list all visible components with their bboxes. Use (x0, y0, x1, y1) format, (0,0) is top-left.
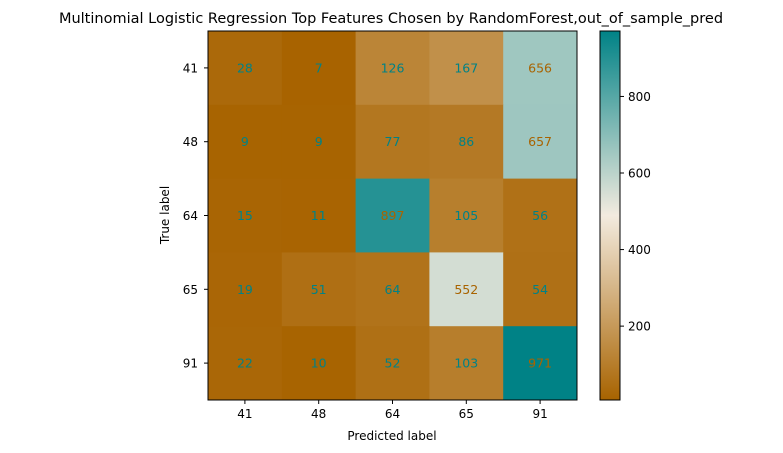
heatmap-cell (355, 252, 430, 327)
heatmap-cell (281, 252, 357, 327)
heatmap-cell (208, 104, 283, 180)
cell-value-label: 64 (385, 282, 401, 297)
y-tick-label: 48 (183, 135, 198, 149)
heatmap-cell (429, 104, 504, 180)
colorbar-tick-label: 800 (628, 90, 651, 104)
cell-value-label: 657 (528, 134, 552, 149)
cell-value-label: 105 (454, 208, 478, 223)
cell-value-label: 15 (237, 208, 253, 223)
cell-value-label: 10 (311, 356, 327, 371)
heatmap-cell (429, 31, 504, 106)
heatmap-cell (429, 252, 504, 327)
heatmap-cell (503, 178, 578, 253)
cell-value-label: 19 (237, 282, 253, 297)
heatmap-cell (503, 326, 578, 401)
colorbar (599, 30, 621, 401)
cell-value-label: 22 (237, 356, 253, 371)
heatmap-cell (503, 252, 578, 327)
cell-value-label: 9 (315, 134, 323, 149)
cell-value-label: 103 (454, 356, 478, 371)
cell-value-label: 28 (237, 60, 253, 75)
colorbar-tick-label: 600 (628, 167, 651, 181)
heatmap-cell (281, 326, 357, 401)
cell-value-label: 9 (241, 134, 249, 149)
cell-value-label: 77 (385, 134, 401, 149)
cell-value-label: 656 (528, 60, 552, 75)
heatmap-cell (208, 326, 283, 401)
x-tick-label: 64 (385, 407, 400, 421)
y-tick-label: 91 (183, 357, 198, 371)
heatmap-cell (355, 31, 430, 106)
cell-value-label: 86 (458, 134, 474, 149)
heatmap-cell (503, 31, 578, 106)
y-tick-label: 64 (183, 209, 198, 223)
cell-value-label: 56 (532, 208, 548, 223)
cell-value-label: 897 (381, 208, 405, 223)
heatmap-cell (429, 178, 504, 253)
heatmap-cell (208, 178, 283, 253)
heatmap-cell (281, 178, 357, 253)
y-tick-label: 41 (183, 61, 198, 75)
heatmap-cell (503, 104, 578, 180)
cell-value-label: 552 (454, 282, 478, 297)
heatmap-cell (355, 178, 430, 253)
cell-value-label: 11 (311, 208, 327, 223)
heatmap-cell (355, 326, 430, 401)
heatmap-cell (208, 31, 283, 106)
x-axis-label: Predicted label (347, 429, 436, 443)
heatmap-cell (208, 252, 283, 327)
heatmap-cell (355, 104, 430, 180)
x-tick-label: 48 (311, 407, 326, 421)
cell-value-label: 971 (528, 356, 552, 371)
x-axis-ticks: 41 48 64 65 91 (237, 400, 548, 421)
heatmap-cell (281, 31, 357, 106)
cell-value-label: 54 (532, 282, 548, 297)
y-axis-ticks: 41 48 64 65 91 (183, 61, 208, 371)
heatmap-cell (429, 326, 504, 401)
heatmap-cells: 28 7 126 167 656 9 9 77 86 657 15 11 897 105 56 19 51 64 5… (208, 31, 578, 401)
heatmap-cell (281, 104, 357, 180)
colorbar-tick-label: 200 (628, 320, 651, 334)
y-axis-label: True label (158, 186, 172, 245)
cell-value-label: 51 (311, 282, 327, 297)
cell-value-label: 52 (385, 356, 401, 371)
y-tick-label: 65 (183, 283, 198, 297)
colorbar-ticks: 200 400 600 800 (620, 90, 651, 334)
x-tick-label: 65 (459, 407, 474, 421)
cell-value-label: 167 (454, 60, 478, 75)
chart-title: Multinomial Logistic Regression Top Feat… (59, 11, 723, 27)
x-tick-label: 91 (532, 407, 547, 421)
colorbar-tick-label: 400 (628, 243, 651, 257)
x-tick-label: 41 (237, 407, 252, 421)
cell-value-label: 7 (315, 60, 323, 75)
cell-value-label: 126 (381, 60, 405, 75)
